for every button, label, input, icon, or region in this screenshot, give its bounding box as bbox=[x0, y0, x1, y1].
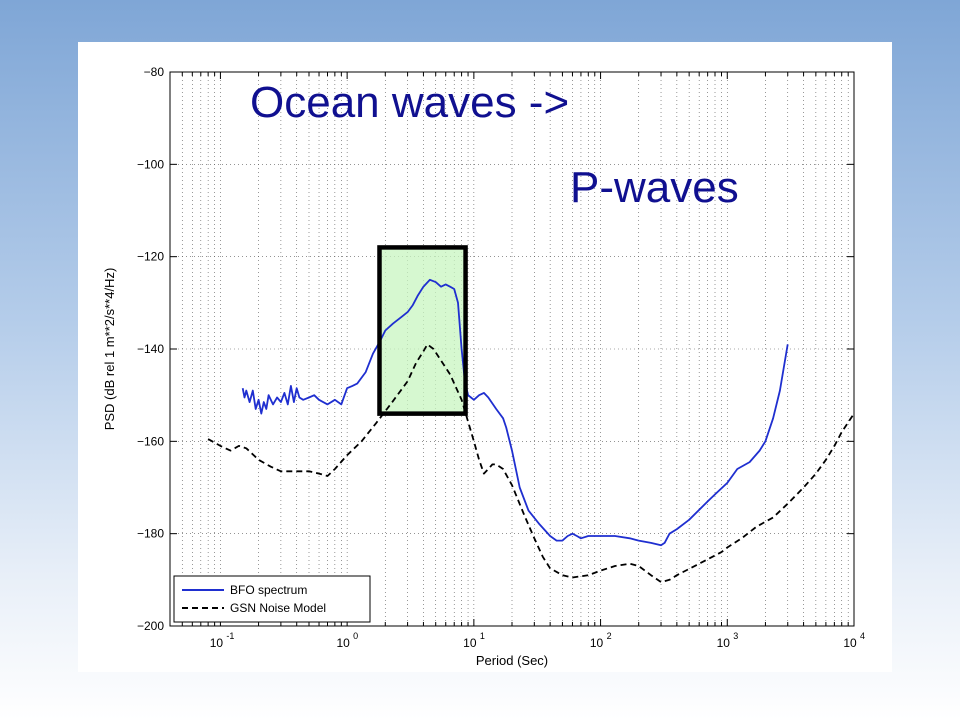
highlight-box-fill bbox=[379, 247, 466, 414]
x-axis-label: Period (Sec) bbox=[476, 653, 548, 668]
x-tick-label: 10 bbox=[336, 636, 350, 650]
y-tick-label: −120 bbox=[137, 250, 164, 264]
x-tick-label: 10 bbox=[717, 636, 731, 650]
legend: BFO spectrum GSN Noise Model bbox=[173, 575, 371, 623]
annotation-ocean-waves: Ocean waves -> bbox=[250, 78, 569, 127]
y-tick-label: −200 bbox=[137, 619, 164, 633]
x-tick-label-exponent: 0 bbox=[353, 631, 358, 641]
y-tick-label: −180 bbox=[137, 527, 164, 541]
x-tick-label-exponent: -1 bbox=[226, 631, 234, 641]
x-tick-label: 10 bbox=[463, 636, 477, 650]
x-tick-label-exponent: 2 bbox=[607, 631, 612, 641]
legend-label: GSN Noise Model bbox=[230, 601, 326, 615]
y-tick-label: −80 bbox=[144, 65, 165, 79]
series-line-bfo-spectrum bbox=[241, 278, 789, 547]
x-tick-label-exponent: 4 bbox=[860, 631, 865, 641]
figure-panel: −200 −180 −160 −140 −120 −100 −80 10 -1 10 0 10 1 10 2… bbox=[78, 42, 892, 672]
highlight-box bbox=[379, 247, 466, 414]
y-tick-label: −100 bbox=[137, 157, 164, 171]
highlight-box-border bbox=[377, 245, 468, 416]
y-axis-label: PSD (dB rel 1 m**2/s**4/Hz) bbox=[102, 268, 117, 431]
x-tick-label-exponent: 1 bbox=[480, 631, 485, 641]
x-tick-label-exponent: 3 bbox=[733, 631, 738, 641]
y-tick-label: −160 bbox=[137, 434, 164, 448]
legend-label: BFO spectrum bbox=[230, 583, 307, 597]
annotation-p-waves: P-waves bbox=[570, 163, 739, 212]
series-line-gsn-noise-model bbox=[207, 343, 855, 583]
x-tick-label: 10 bbox=[210, 636, 224, 650]
x-tick-label: 10 bbox=[590, 636, 604, 650]
legend-box bbox=[173, 575, 371, 623]
series-layer bbox=[207, 245, 855, 583]
x-tick-label: 10 bbox=[843, 636, 857, 650]
y-tick-label: −140 bbox=[137, 342, 164, 356]
